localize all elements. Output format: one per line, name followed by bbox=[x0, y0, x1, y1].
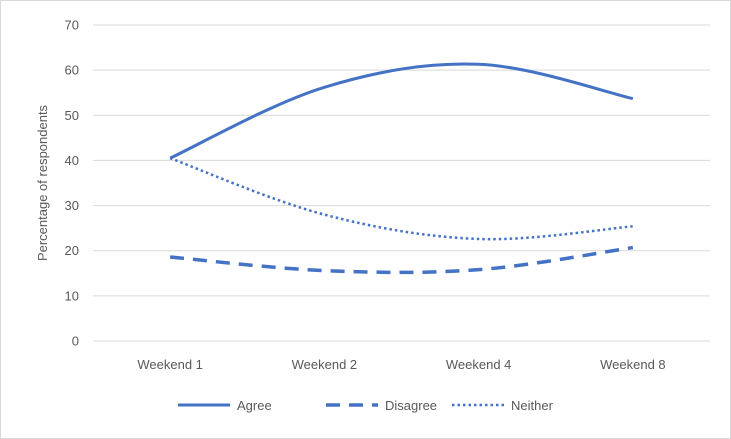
legend-label-neither: Neither bbox=[511, 398, 554, 413]
series-lines bbox=[169, 62, 634, 275]
x-axis-categories: Weekend 1 Weekend 2 Weekend 4 Weekend 8 bbox=[137, 357, 665, 372]
series-line-agree bbox=[169, 62, 634, 160]
y-tick-label: 20 bbox=[65, 243, 79, 258]
y-tick-label: 50 bbox=[65, 108, 79, 123]
series-line-neither bbox=[169, 156, 633, 241]
x-category-label: Weekend 1 bbox=[137, 357, 203, 372]
y-tick-label: 30 bbox=[65, 198, 79, 213]
legend: Agree Disagree Neither bbox=[178, 398, 554, 413]
y-tick-label: 40 bbox=[65, 153, 79, 168]
series-line-disagree bbox=[169, 245, 634, 275]
x-category-label: Weekend 8 bbox=[600, 357, 666, 372]
x-category-label: Weekend 4 bbox=[446, 357, 512, 372]
gridlines bbox=[93, 24, 710, 342]
y-tick-label: 10 bbox=[65, 288, 79, 303]
legend-label-agree: Agree bbox=[237, 398, 272, 413]
legend-label-disagree: Disagree bbox=[385, 398, 437, 413]
y-axis-ticks: 0 10 20 30 40 50 60 70 bbox=[65, 18, 79, 349]
y-axis-label: Percentage of respondents bbox=[35, 104, 50, 261]
y-tick-label: 0 bbox=[72, 334, 79, 349]
x-category-label: Weekend 2 bbox=[292, 357, 358, 372]
y-tick-label: 70 bbox=[65, 18, 79, 33]
y-tick-label: 60 bbox=[65, 63, 79, 78]
